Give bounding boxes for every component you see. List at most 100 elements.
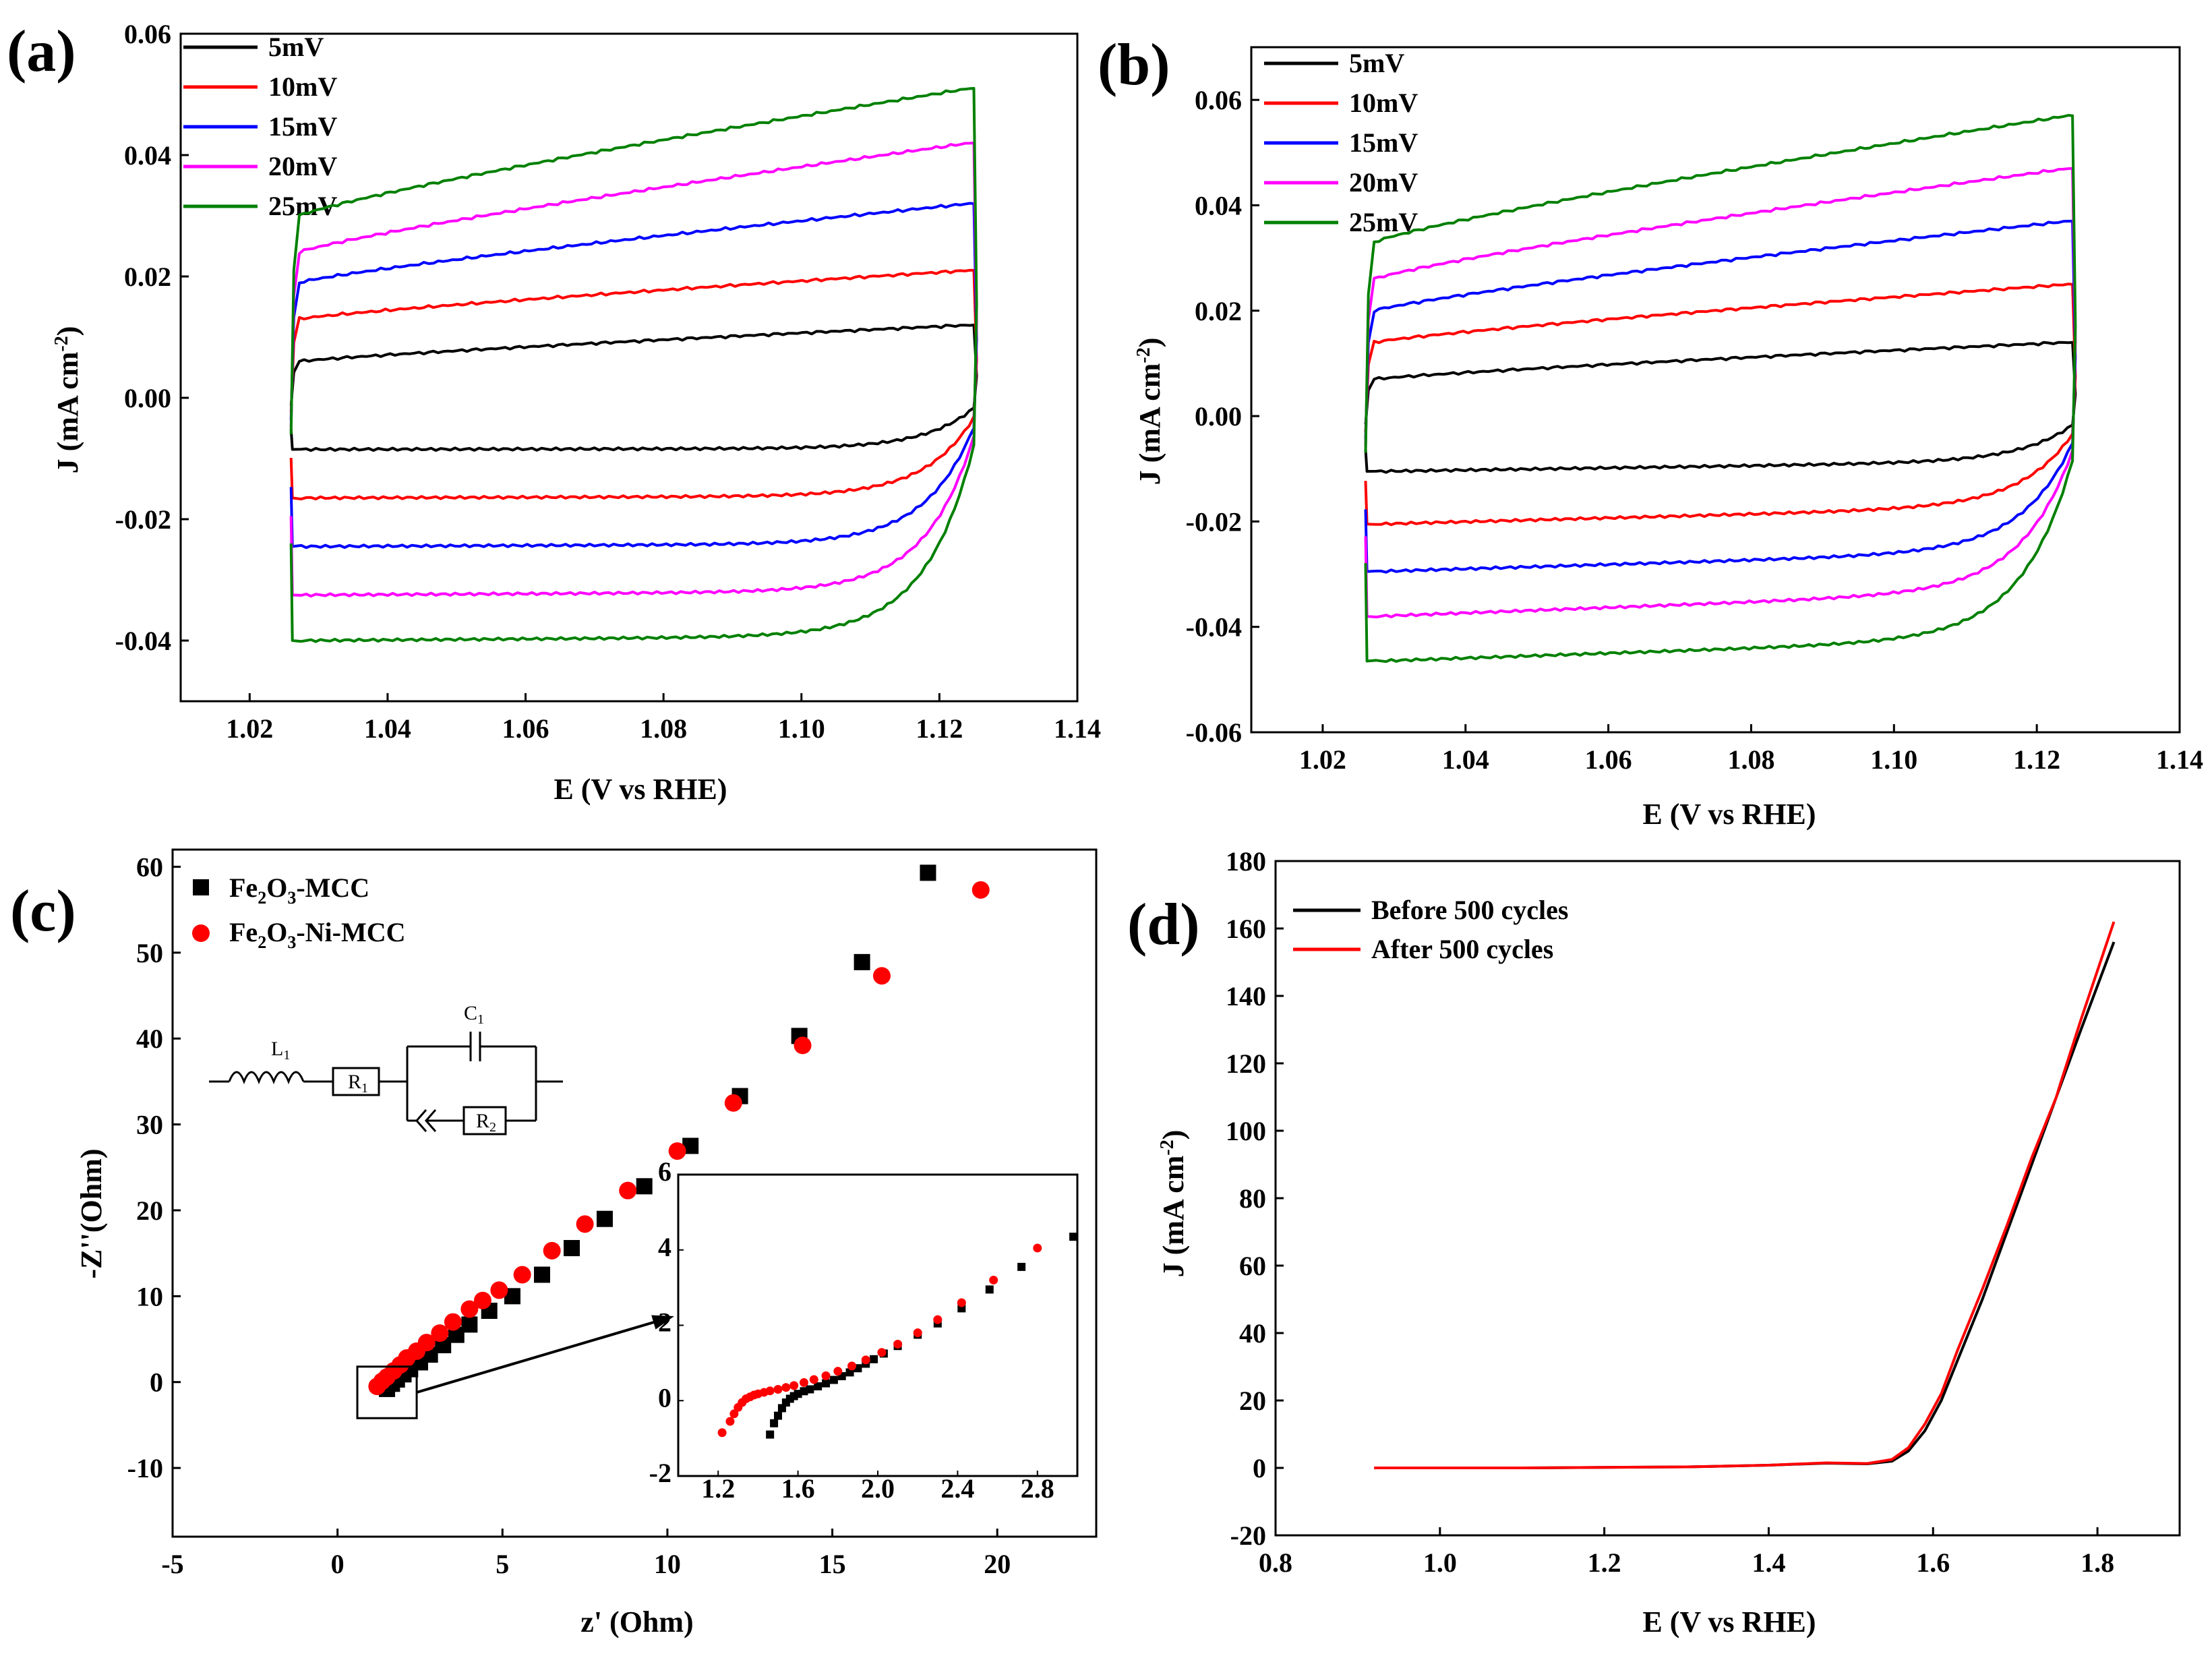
panel-b-y-tick-label: 0.04 — [1195, 190, 1242, 220]
panel-c-point-fe2o3-ni-mcc — [543, 1241, 561, 1260]
panel-c-inset-point-fe2o3-mcc — [1017, 1262, 1026, 1271]
panel-c-inset-point-fe2o3-ni-mcc — [821, 1371, 831, 1380]
panel-c-inset-y-tick-label: 4 — [658, 1232, 671, 1262]
panel-c-inset-point-fe2o3-mcc — [1069, 1233, 1078, 1241]
panel-c-point-fe2o3-ni-mcc — [668, 1142, 686, 1160]
panel-a-y-tick-label: 0.04 — [124, 140, 171, 171]
panel-b-series-20mv — [1364, 167, 2077, 619]
panel-c-y-axis-title: -Z''(Ohm) — [75, 1148, 108, 1278]
panel-b-plot-frame — [1250, 46, 2181, 734]
panel-c-inset-x-tick-label: 1.6 — [781, 1473, 815, 1504]
panel-b-series-5mv — [1364, 341, 2077, 474]
panel-a-x-tick-label: 1.14 — [1054, 713, 1101, 744]
circuit-label-r1: R1 — [348, 1071, 368, 1096]
panel-c-inset-point-fe2o3-ni-mcc — [799, 1378, 808, 1387]
panel-a-series-20mv — [289, 142, 978, 598]
panel-d-y-axis-title: J (mA cm-2) — [1157, 1130, 1191, 1278]
panel-c-inset-point-fe2o3-ni-mcc — [833, 1367, 843, 1376]
panel-c-inset-point-fe2o3-ni-mcc — [933, 1315, 943, 1324]
panel-c-inset-point-fe2o3-ni-mcc — [729, 1409, 739, 1419]
panel-d-x-tick-label: 1.8 — [2081, 1547, 2114, 1578]
panel-b-legend-label-20mv: 20mV — [1349, 167, 1418, 198]
panel-c-inset-point-fe2o3-ni-mcc — [893, 1339, 903, 1349]
panel-b-y-axis-title: J (mA cm-2) — [1133, 338, 1167, 485]
panel-a-plot-frame — [179, 32, 1079, 703]
panel-d-y-tick-label: 80 — [1239, 1183, 1266, 1214]
panel-c-inset-y-tick-label: 6 — [658, 1156, 671, 1187]
panel-c-point-fe2o3-ni-mcc — [872, 967, 891, 985]
panel-c-y-tick-label: -10 — [127, 1453, 163, 1483]
panel-b-y-tick-label: 0.02 — [1195, 296, 1242, 326]
panel-a-legend-label-25mv: 25mV — [268, 191, 337, 221]
panel-b-series-25mv — [1364, 114, 2077, 663]
panel-c-x-tick-label: 0 — [331, 1549, 345, 1579]
panel-b-x-tick-label: 1.06 — [1585, 744, 1632, 775]
panel-d-x-axis-title: E (V vs RHE) — [1642, 1605, 1816, 1638]
panel-c-point-fe2o3-ni-mcc — [444, 1313, 462, 1331]
panel-c-point-fe2o3-mcc — [920, 864, 936, 881]
panel-c-x-tick-label: 15 — [819, 1549, 846, 1579]
panel-c-inset: 1.21.62.02.42.8-20246 — [649, 1156, 1079, 1504]
panel-b-y-tick-label: -0.02 — [1186, 506, 1242, 537]
panel-c-y-tick-label: 50 — [136, 938, 163, 968]
panel-c-inset-y-tick-label: 0 — [658, 1382, 671, 1413]
panel-c-y-tick-label: 40 — [136, 1024, 163, 1054]
panel-c-inset-point-fe2o3-ni-mcc — [789, 1381, 799, 1390]
circuit-label-l1: L1 — [271, 1038, 290, 1063]
panel-c-inset-point-fe2o3-ni-mcc — [989, 1275, 998, 1284]
panel-c-zoom-arrow — [416, 1315, 674, 1394]
panel-c-point-fe2o3-ni-mcc — [490, 1281, 508, 1299]
panel-c-point-fe2o3-ni-mcc — [431, 1324, 449, 1342]
panel-b-x-tick-label: 1.08 — [1727, 744, 1774, 775]
panel-c-inset-point-fe2o3-mcc — [822, 1379, 831, 1388]
panel-d-y-tick-label: 140 — [1226, 981, 1266, 1011]
panel-b-y-tick-label: 0.00 — [1195, 401, 1242, 432]
panel-c-point-fe2o3-ni-mcc — [724, 1094, 742, 1112]
panel-c-x-tick-label: 10 — [654, 1549, 681, 1579]
panel-a-x-tick-label: 1.02 — [226, 713, 273, 744]
panel-d-y-tick-label: 40 — [1239, 1318, 1266, 1349]
panel-c-inset-x-tick-label: 2.8 — [1021, 1473, 1054, 1504]
panel-c-inset-point-fe2o3-mcc — [774, 1411, 782, 1420]
panel-c-x-axis-title: z' (Ohm) — [580, 1605, 693, 1638]
panel-a-series-10mv — [289, 268, 978, 501]
panel-d-legend: Before 500 cycles After 500 cycles — [1293, 895, 1568, 964]
panel-b-y-tick-label: 0.06 — [1195, 85, 1242, 115]
inductor-l1 — [228, 1071, 305, 1085]
panel-b-axes: 1.02 1.04 1.06 1.08 1.10 1.12 1.14 -0.06 -0.04 -0… — [1186, 46, 2203, 775]
panel-a-x-tick-label: 1.12 — [916, 713, 963, 744]
panel-c: (c) Fe2O3-MCC Fe2O3-Ni-MCC — [10, 848, 1098, 1638]
panel-b-x-tick-label: 1.14 — [2156, 744, 2203, 775]
panel-d-y-tick-label: 20 — [1239, 1386, 1266, 1416]
panel-a: (a) 5mV 10mV 15mV 20mV 25mV E (V vs RHE) J (… — [7, 19, 1101, 806]
panel-c-inset-point-fe2o3-ni-mcc — [725, 1417, 735, 1426]
panel-d-axes: 0.8 1.0 1.2 1.4 1.6 1.8 -20 0 20 40 60 80 100 120 140 1… — [1226, 846, 2181, 1578]
panel-a-axes: 1.02 1.04 1.06 1.08 1.10 1.12 1.14 -0.04 -0.02 0.… — [115, 19, 1101, 744]
panel-c-inset-point-fe2o3-ni-mcc — [913, 1328, 922, 1338]
panel-a-x-tick-label: 1.10 — [778, 713, 825, 744]
panel-a-x-tick-label: 1.06 — [502, 713, 549, 744]
panel-d-x-tick-label: 1.0 — [1423, 1547, 1457, 1578]
panel-c-inset-point-fe2o3-ni-mcc — [773, 1384, 783, 1394]
panel-c-y-tick-label: 10 — [136, 1281, 163, 1311]
panel-c-point-fe2o3-ni-mcc — [576, 1215, 594, 1233]
panel-d-x-tick-label: 1.2 — [1588, 1547, 1621, 1578]
panel-b-y-tick-label: -0.04 — [1186, 612, 1242, 643]
panel-c-inset-point-fe2o3-ni-mcc — [717, 1428, 727, 1438]
panel-a-legend-label-15mv: 15mV — [268, 111, 337, 142]
panel-c-inset-point-fe2o3-mcc — [985, 1285, 994, 1294]
panel-b-x-axis-title: E (V vs RHE) — [1642, 798, 1816, 831]
panel-c-point-fe2o3-ni-mcc — [473, 1291, 491, 1309]
legend-marker-fe2o3-mcc — [193, 879, 209, 895]
panel-c-point-fe2o3-mcc — [854, 953, 870, 970]
panel-c-inset-point-fe2o3-ni-mcc — [957, 1298, 966, 1307]
panel-c-y-tick-label: 0 — [150, 1367, 163, 1398]
panel-c-x-tick-label: -5 — [161, 1549, 183, 1579]
panel-a-legend-label-5mv: 5mV — [268, 32, 324, 62]
panel-d-x-tick-label: 1.6 — [1916, 1547, 1950, 1578]
panel-c-point-fe2o3-ni-mcc — [972, 881, 990, 899]
legend-marker-fe2o3-ni-mcc — [192, 924, 210, 942]
panel-c-inset-point-fe2o3-ni-mcc — [877, 1348, 887, 1357]
